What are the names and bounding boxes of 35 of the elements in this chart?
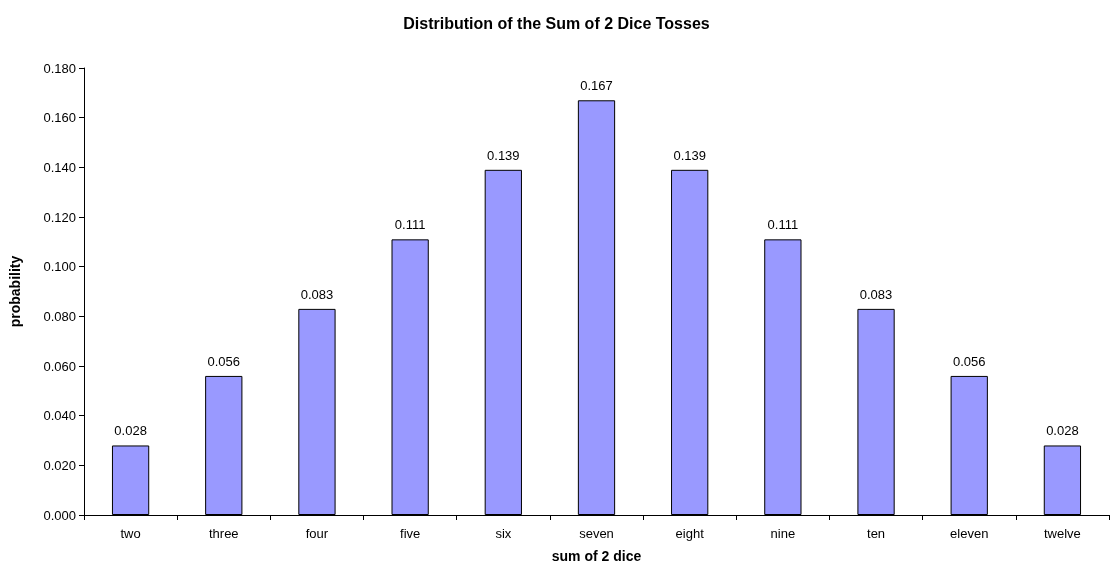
data-label: 0.111 — [394, 217, 426, 233]
x-tick-label: three — [208, 526, 239, 541]
data-label: 0.056 — [952, 353, 986, 369]
x-tick-label: nine — [770, 526, 796, 541]
x-tick-label: five — [400, 526, 421, 541]
y-tick-label: 0.120 — [43, 209, 76, 225]
x-tick-label: two — [120, 526, 141, 541]
x-tick-label: twelve — [1043, 526, 1081, 541]
x-axis-title: sum of 2 dice — [551, 548, 642, 564]
y-tick-label: 0.080 — [43, 308, 76, 324]
y-tick-label: 0.100 — [43, 259, 76, 275]
y-tick-label: 0.000 — [43, 507, 76, 523]
y-axis-title: probability — [7, 255, 23, 328]
y-tick-label: 0.180 — [43, 60, 76, 76]
data-label: 0.083 — [300, 286, 334, 302]
y-tick-label: 0.140 — [43, 159, 76, 175]
y-tick-label: 0.040 — [43, 408, 76, 424]
y-tick-label: 0.060 — [43, 358, 76, 374]
y-tick-label: 0.020 — [43, 457, 76, 473]
data-label: 0.083 — [859, 286, 893, 302]
x-tick-label: eight — [675, 526, 705, 541]
x-tick-label: six — [495, 526, 512, 541]
data-label: 0.056 — [207, 353, 241, 369]
chart-title: Distribution of the Sum of 2 Dice Tosses — [403, 14, 710, 32]
x-tick-label: ten — [867, 526, 886, 541]
x-tick-label: eleven — [950, 526, 989, 541]
data-label: 0.139 — [673, 147, 706, 163]
data-label: 0.028 — [114, 423, 147, 439]
data-label: 0.139 — [487, 147, 520, 163]
x-tick-label: four — [305, 526, 329, 541]
data-label: 0.167 — [580, 78, 613, 94]
data-label: 0.028 — [1046, 423, 1079, 439]
x-tick-label: seven — [579, 526, 614, 541]
y-tick-label: 0.160 — [43, 110, 76, 126]
data-label: 0.111 — [767, 217, 799, 233]
